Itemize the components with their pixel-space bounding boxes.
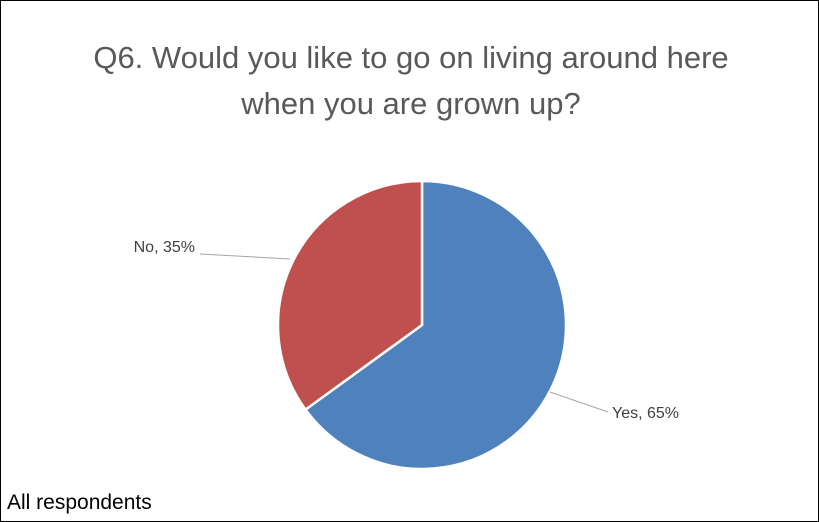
pie-slice-yes xyxy=(304,179,568,471)
chart-title: Q6. Would you like to go on living aroun… xyxy=(93,40,729,121)
pie-slice-no xyxy=(276,179,424,411)
data-label-no: No, 35% xyxy=(134,239,195,256)
data-label-yes: Yes, 65% xyxy=(612,405,679,422)
leader-line-yes xyxy=(549,391,609,413)
footnote: All respondents xyxy=(7,491,152,514)
leader-line-no xyxy=(199,253,291,260)
